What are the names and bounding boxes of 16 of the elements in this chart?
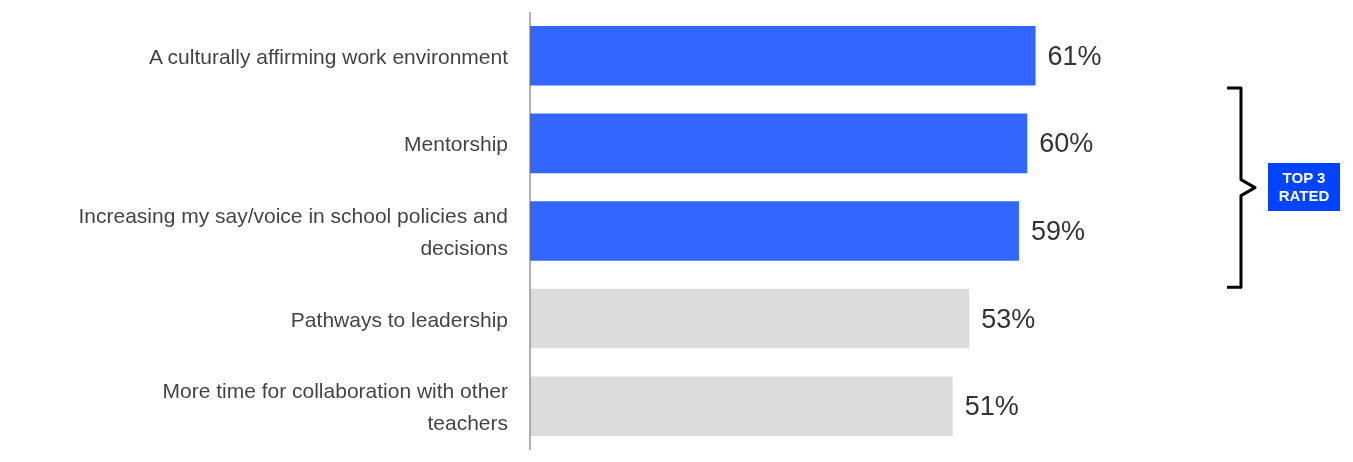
data-label: 51% [964, 391, 1019, 422]
y-tick-label: Increasing my say/voice in school policies and decisions [78, 203, 508, 259]
y-tick-label: Mentorship [404, 131, 508, 155]
data-label: 59% [1030, 215, 1086, 246]
y-tick-label: Pathways to leadership [290, 307, 508, 331]
bar [530, 376, 953, 436]
y-tick-label: A culturally affirming work environment [148, 44, 509, 68]
bar [530, 288, 970, 349]
data-label: 53% [981, 303, 1036, 334]
bar [530, 26, 1036, 86]
bar [530, 113, 1028, 174]
text: TOP 3 RATED [1268, 163, 1340, 212]
data-label: 60% [1039, 128, 1094, 159]
y-tick-label: More time for collaboration with other teachers [162, 378, 508, 434]
data-label: 61% [1047, 40, 1102, 71]
bar [530, 201, 1019, 261]
